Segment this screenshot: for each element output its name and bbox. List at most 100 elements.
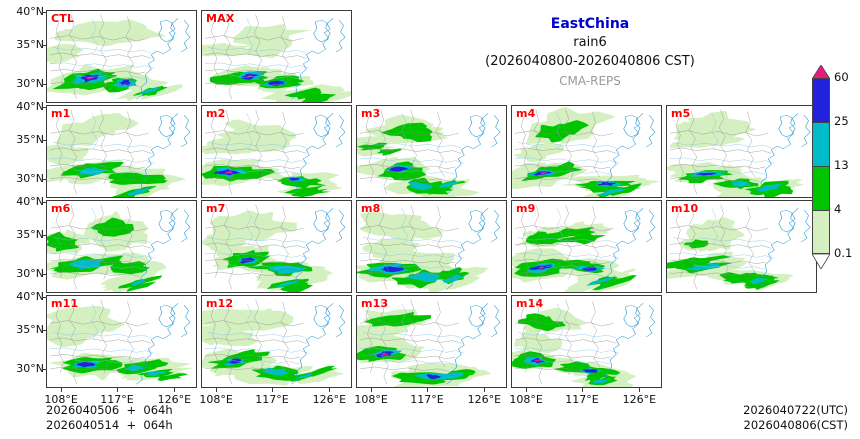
precip-field: [202, 308, 344, 386]
province-borders: [204, 109, 307, 195]
colorbar-segment-25-60: [812, 78, 830, 122]
coastline: [756, 113, 811, 195]
coastline: [136, 208, 191, 290]
y-tick-mark: [42, 235, 46, 236]
precip-field: [47, 19, 183, 101]
panel-label: m9: [516, 202, 536, 215]
footer-valid-cst: 2026040806(CST): [743, 418, 849, 432]
province-borders: [204, 204, 307, 290]
province-borders: [514, 299, 617, 385]
panel-label: m8: [361, 202, 381, 215]
coastline: [291, 113, 346, 195]
panel-label: m2: [206, 107, 226, 120]
panel-m6[interactable]: m6: [46, 200, 197, 293]
colorbar-segment-13-25: [812, 122, 830, 166]
y-tick-label: 40°N: [16, 289, 44, 303]
y-tick-label: 35°N: [16, 38, 44, 52]
province-borders: [359, 299, 462, 385]
map-canvas: [667, 201, 816, 292]
panel-label: m4: [516, 107, 536, 120]
map-canvas: [202, 106, 351, 197]
x-tick-label: 126°E: [157, 393, 192, 406]
panel-label: m3: [361, 107, 381, 120]
map-canvas: [202, 296, 351, 387]
map-canvas: [512, 201, 661, 292]
y-tick-label: 30°N: [16, 172, 44, 186]
x-tick-label: 108°E: [354, 393, 388, 406]
rivers: [204, 303, 310, 365]
panel-m3[interactable]: m3: [356, 105, 507, 198]
colorbar-tick-label: 25: [834, 114, 849, 128]
rivers: [514, 113, 620, 175]
province-borders: [514, 204, 617, 290]
y-tick-mark: [42, 274, 46, 275]
x-tick-label: 126°E: [312, 393, 347, 406]
panel-ctl[interactable]: CTL: [46, 10, 197, 103]
coastline: [136, 18, 191, 100]
x-tick-mark: [329, 388, 330, 392]
x-tick-label: 117°E: [410, 393, 444, 406]
x-tick-mark: [639, 388, 640, 392]
rivers: [204, 208, 310, 270]
x-tick-label: 126°E: [622, 393, 657, 406]
panel-m7[interactable]: m7: [201, 200, 352, 293]
x-tick-label: 108°E: [199, 393, 233, 406]
province-borders: [49, 204, 152, 290]
map-canvas: [667, 106, 816, 197]
panel-m13[interactable]: m13: [356, 295, 507, 388]
coastline: [446, 113, 501, 195]
panel-m2[interactable]: m2: [201, 105, 352, 198]
panel-label: MAX: [206, 12, 235, 25]
precip-field: [357, 309, 491, 387]
panel-m4[interactable]: m4: [511, 105, 662, 198]
x-tick-mark: [61, 388, 62, 392]
province-borders: [204, 299, 307, 385]
figure-model-name: CMA-REPS: [559, 73, 621, 88]
province-borders: [514, 109, 617, 195]
x-tick-mark: [371, 388, 372, 392]
province-borders: [204, 14, 307, 100]
precip-field: [202, 119, 342, 197]
rivers: [669, 113, 775, 175]
province-borders: [669, 109, 772, 195]
footer-init-line-1: 2026040506 + 064h: [46, 403, 173, 417]
coastline: [136, 113, 191, 195]
panel-m10[interactable]: m10: [666, 200, 817, 293]
precip-field: [512, 307, 637, 387]
colorbar-tick-label: 13: [834, 158, 849, 172]
panel-m11[interactable]: m11: [46, 295, 197, 388]
map-canvas: [47, 201, 196, 292]
panel-m12[interactable]: m12: [201, 295, 352, 388]
panel-m5[interactable]: m5: [666, 105, 817, 198]
x-tick-label: 117°E: [255, 393, 289, 406]
coastline: [756, 208, 811, 290]
panel-label: m1: [51, 107, 71, 120]
x-tick-mark: [526, 388, 527, 392]
map-canvas: [47, 11, 196, 102]
map-canvas: [47, 296, 196, 387]
x-tick-label: 117°E: [565, 393, 599, 406]
y-tick-label: 40°N: [16, 99, 44, 113]
panel-m8[interactable]: m8: [356, 200, 507, 293]
rivers: [359, 113, 465, 175]
panel-m14[interactable]: m14: [511, 295, 662, 388]
map-canvas: [47, 106, 196, 197]
y-tick-mark: [42, 369, 46, 370]
panel-m9[interactable]: m9: [511, 200, 662, 293]
map-canvas: [512, 296, 661, 387]
colorbar-segments: [812, 78, 830, 254]
map-canvas: [512, 106, 661, 197]
figure-variable: rain6: [573, 35, 607, 51]
colorbar-tick-label: 0.1: [834, 246, 853, 260]
y-tick-mark: [42, 297, 46, 298]
figure-time-range: (2026040800-2026040806 CST): [485, 54, 695, 70]
panel-max[interactable]: MAX: [201, 10, 352, 103]
x-tick-mark: [174, 388, 175, 392]
province-borders: [359, 204, 462, 290]
x-tick-label: 126°E: [467, 393, 502, 406]
rivers: [359, 303, 465, 365]
province-borders: [49, 14, 152, 100]
rivers: [204, 18, 310, 80]
panel-m1[interactable]: m1: [46, 105, 197, 198]
y-tick-mark: [42, 107, 46, 108]
